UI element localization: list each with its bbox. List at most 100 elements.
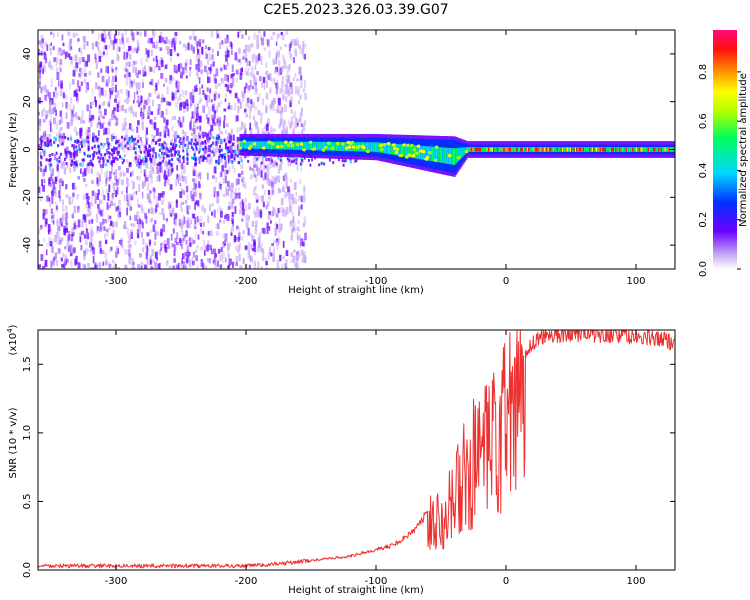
spectrogram-cell — [194, 119, 198, 123]
spectrogram-cell — [111, 68, 114, 73]
spectrogram-cell — [121, 135, 124, 139]
spectrogram-cell — [299, 141, 301, 150]
spectrogram-cell — [98, 55, 102, 62]
spectrogram-cell — [209, 156, 213, 164]
spectrogram-cell — [187, 144, 190, 149]
spectrogram-cell — [113, 107, 116, 111]
spectrogram-cell — [62, 199, 64, 206]
spectrogram-cell — [78, 148, 81, 152]
spectrogram-cell — [104, 90, 107, 97]
spectrogram-cell — [190, 219, 193, 225]
spectrogram-cell — [115, 77, 118, 82]
spectrogram-cell — [294, 86, 298, 94]
spectrogram-cell — [197, 157, 200, 161]
spectrogram-cell — [304, 119, 306, 126]
spectrogram-cell — [132, 139, 135, 143]
spectrogram-cell — [244, 128, 247, 133]
spectrogram-cell — [278, 164, 282, 168]
spectrogram-cell — [99, 164, 103, 169]
spectrogram-cell — [194, 226, 197, 230]
spectrogram-cell — [234, 103, 236, 111]
spectrogram-cell — [539, 147, 542, 152]
spectrogram-cell — [120, 157, 123, 161]
spectrogram-cell — [554, 147, 556, 152]
spectrogram-cell — [110, 246, 113, 251]
spectrogram-cell — [161, 57, 164, 63]
spectrogram-cell — [460, 147, 463, 159]
spectrogram-cell — [61, 206, 65, 212]
spectrogram-cell — [630, 147, 633, 152]
spectrogram-cell — [280, 110, 283, 119]
spectrogram-cell — [87, 249, 90, 253]
spectrogram-cell — [140, 140, 144, 146]
spectrogram-cell — [298, 179, 302, 184]
spectrogram-cell — [85, 223, 88, 229]
spectrogram-cell — [178, 159, 181, 163]
spectrogram-cell — [53, 117, 56, 125]
spectrogram-cell — [107, 159, 110, 163]
spectrogram-cell — [469, 147, 472, 152]
spectrogram-cell — [182, 137, 185, 141]
spectrogram-cell — [91, 190, 95, 196]
spectrogram-cell — [41, 179, 44, 187]
spectrogram-cell — [44, 148, 46, 155]
spectrogram-cell — [415, 145, 417, 159]
spectrogram-cell — [105, 66, 109, 73]
spectrogram-cell — [543, 147, 546, 152]
spectrogram-cell — [123, 194, 126, 201]
spectrogram-cell — [94, 262, 97, 269]
spectrogram-cell — [294, 262, 298, 268]
spectrogram-cell — [107, 192, 110, 201]
spectrogram-cell — [130, 81, 134, 88]
spectrogram-cell — [195, 147, 198, 151]
spectrogram-cell — [170, 163, 173, 167]
spectrogram-cell — [174, 212, 178, 219]
spectrogram-cell — [413, 145, 416, 159]
spectrogram-cell — [181, 189, 185, 194]
spectrogram-cell — [74, 160, 77, 166]
spectrogram-cell — [464, 150, 470, 154]
spectrogram-cell — [241, 170, 244, 175]
spectrogram-cell — [70, 113, 74, 122]
spectrogram-cell — [139, 136, 142, 142]
spectrogram-cell — [138, 155, 141, 160]
spectrogram-cell — [45, 115, 48, 120]
spectrogram-cell — [391, 143, 397, 147]
spectrogram-cell — [53, 136, 56, 140]
spectrogram-cell — [89, 267, 92, 269]
spectrogram-cell — [136, 72, 139, 79]
spectrogram-cell — [273, 239, 276, 244]
spectrogram-cell — [223, 115, 226, 121]
spectrogram-cell — [262, 255, 265, 261]
spectrogram-cell — [249, 232, 253, 237]
spectrogram-cell — [194, 202, 196, 210]
spectrogram-cell — [268, 50, 271, 58]
spectrogram-cell — [270, 128, 274, 136]
spectrogram-cell — [309, 163, 312, 167]
spectrogram-cell — [285, 74, 287, 82]
spectrogram-cell — [301, 129, 304, 135]
spectrogram-cell — [137, 145, 140, 149]
spectrogram-cell — [39, 63, 42, 68]
spectrogram-cell — [409, 144, 412, 158]
spectrogram-cell — [224, 98, 227, 102]
spectrogram-cell — [140, 262, 144, 269]
spectrogram-cell — [117, 205, 120, 211]
spectrogram-cell — [189, 122, 192, 131]
spectrogram-cell — [247, 227, 250, 236]
spectrogram-cell — [276, 80, 279, 84]
spectrogram-cell — [301, 48, 304, 55]
spectrogram-cell — [149, 195, 152, 203]
spectrogram-cell — [61, 135, 64, 139]
spectrogram-cell — [258, 236, 261, 244]
spectrogram-cell — [250, 244, 254, 251]
spectrogram-cell — [92, 132, 95, 138]
spectrogram-cell — [425, 146, 427, 161]
spectrogram-cell — [230, 155, 233, 159]
spectrogram-cell — [267, 166, 270, 174]
spectrogram-cell — [172, 142, 175, 146]
spectrogram-cell — [261, 146, 267, 150]
spectrogram-cell — [43, 133, 47, 141]
spectrogram-cell — [133, 146, 136, 150]
spectrogram-cell — [40, 254, 44, 261]
